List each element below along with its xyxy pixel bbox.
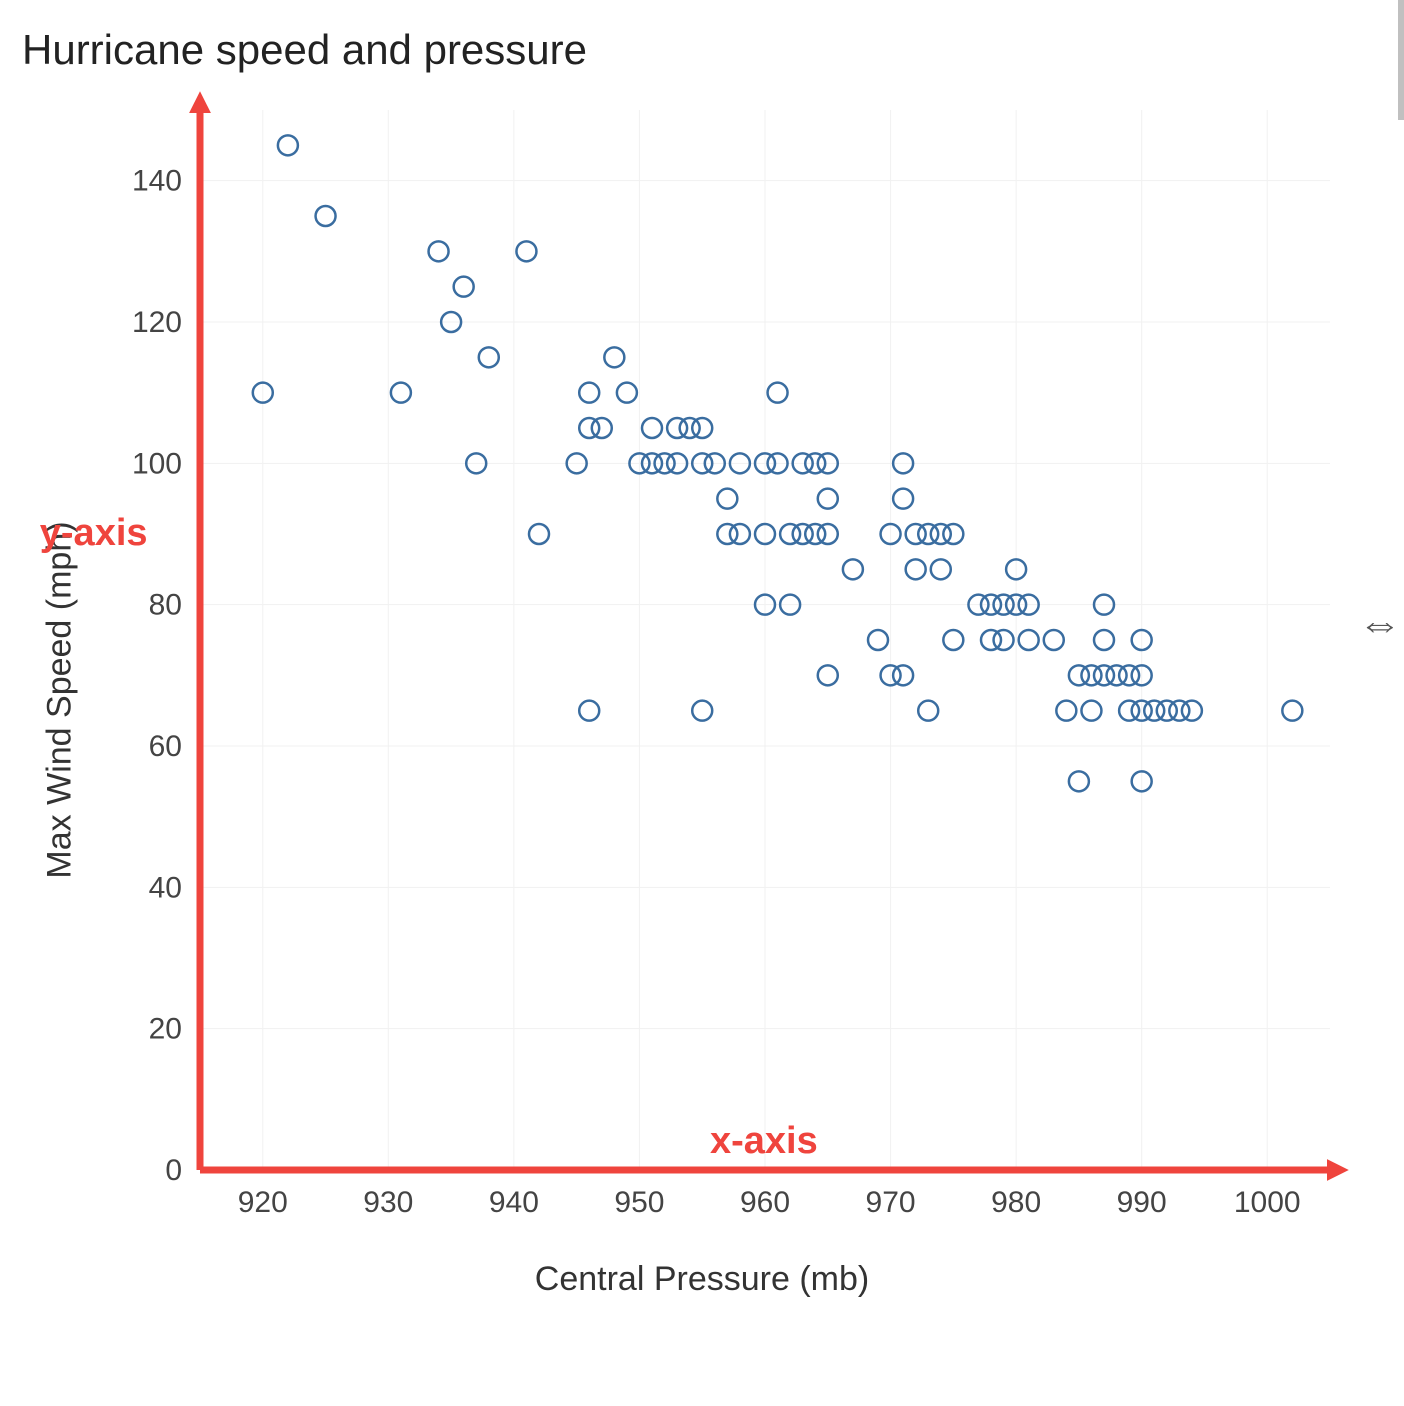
scrollbar-fragment (1398, 0, 1404, 120)
svg-text:140: 140 (132, 165, 182, 198)
svg-text:960: 960 (740, 1186, 790, 1219)
x-axis-annotation-label: x-axis (710, 1120, 818, 1163)
svg-text:120: 120 (132, 306, 182, 339)
svg-text:1000: 1000 (1234, 1186, 1301, 1219)
scatter-plot: 920 930 940 950 960 970 980 990 1000 0 20 40 60 80 100… (0, 0, 1404, 1406)
svg-text:100: 100 (132, 447, 182, 480)
svg-text:950: 950 (614, 1186, 664, 1219)
svg-text:980: 980 (991, 1186, 1041, 1219)
svg-text:80: 80 (149, 589, 182, 622)
svg-text:970: 970 (866, 1186, 916, 1219)
svg-text:60: 60 (149, 730, 182, 763)
resize-handle-icon[interactable]: ⇔ (1358, 604, 1402, 644)
y-axis-annotation-label: y-axis (40, 512, 148, 555)
svg-text:920: 920 (238, 1186, 288, 1219)
svg-text:0: 0 (165, 1154, 182, 1187)
x-axis-label: Central Pressure (mb) (535, 1260, 869, 1299)
y-axis-label: Max Wind Speed (mph) (41, 521, 80, 878)
svg-text:20: 20 (149, 1013, 182, 1046)
svg-text:930: 930 (363, 1186, 413, 1219)
svg-text:990: 990 (1117, 1186, 1167, 1219)
svg-text:940: 940 (489, 1186, 539, 1219)
svg-text:40: 40 (149, 871, 182, 904)
